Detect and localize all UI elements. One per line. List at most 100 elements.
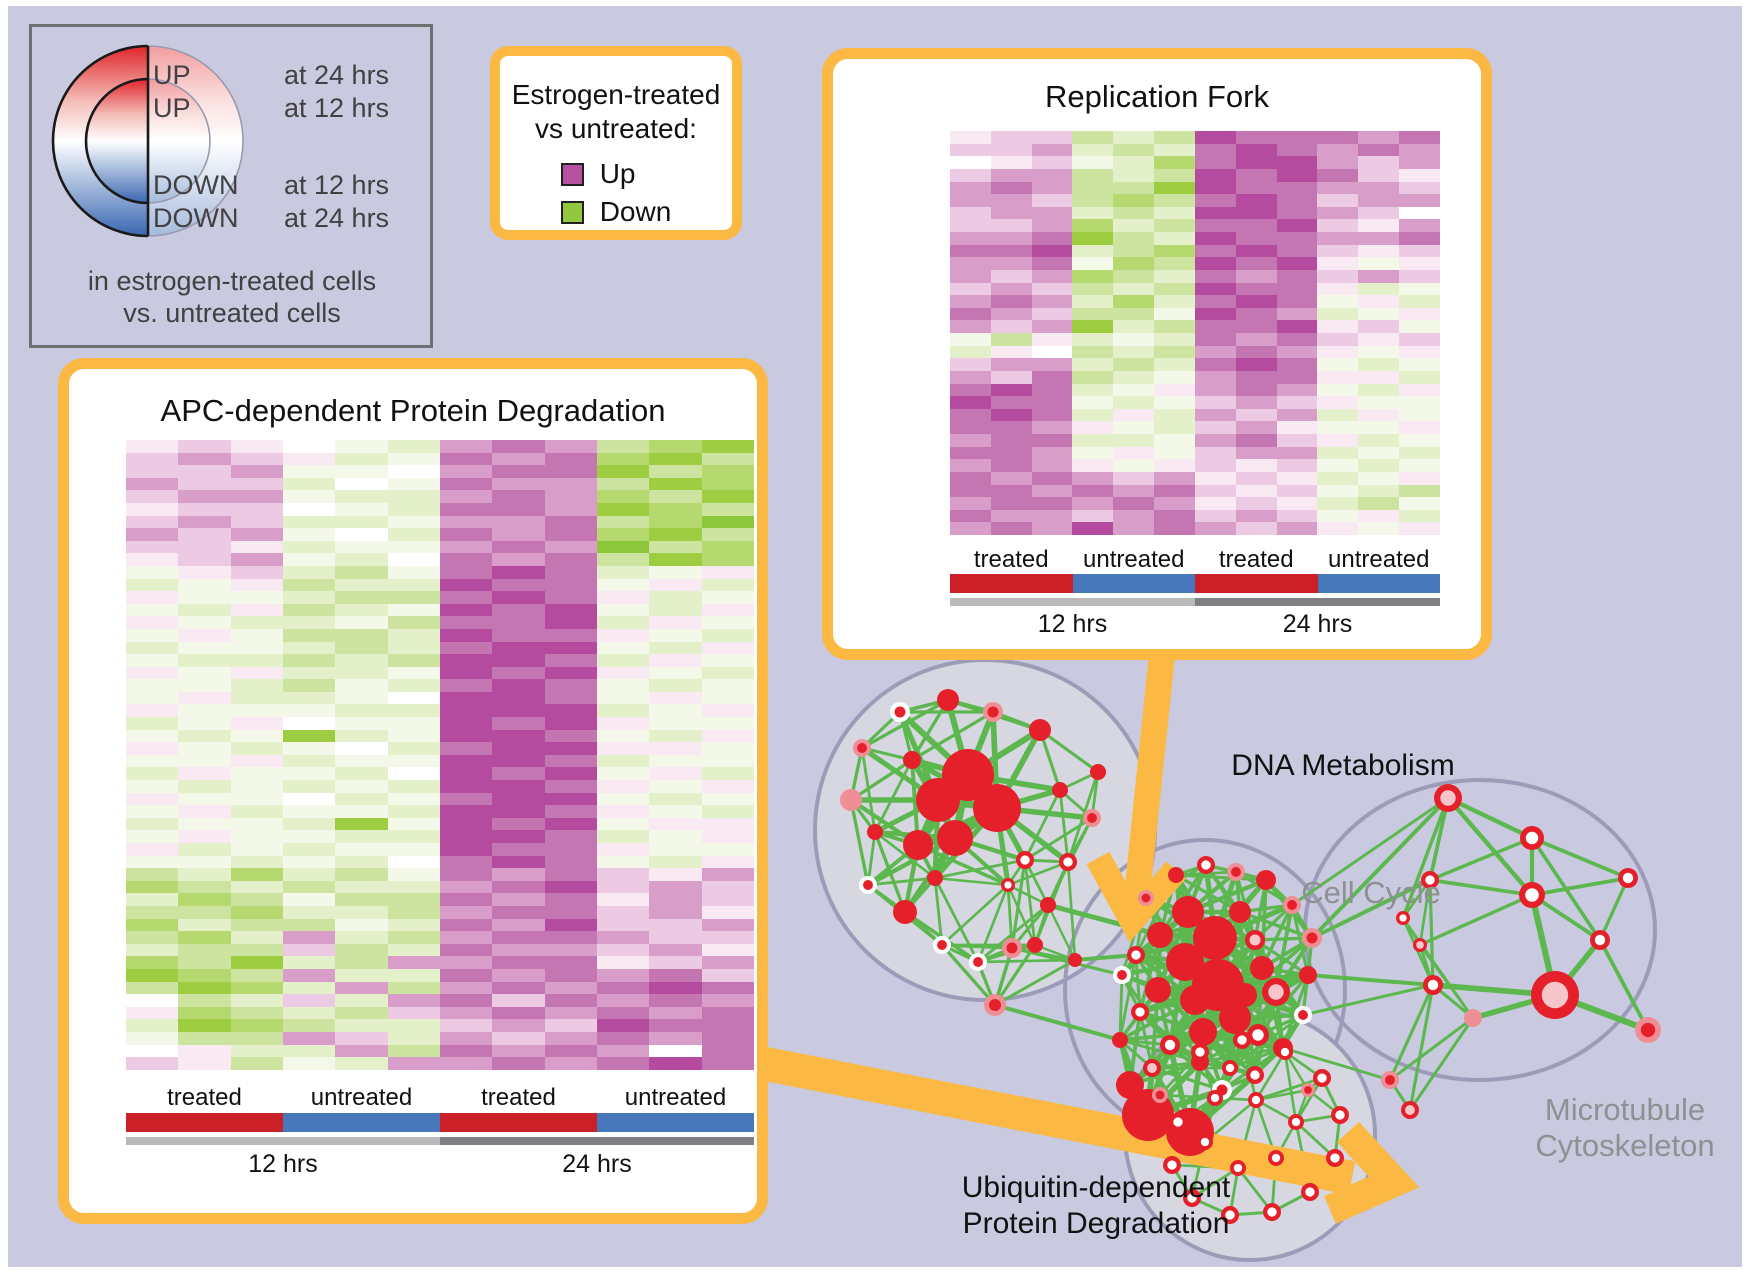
rf-bar-24hrs [1195, 598, 1440, 606]
heatmap-row [950, 320, 1440, 333]
heatmap-row [126, 1031, 754, 1045]
heatmap-row [126, 780, 754, 793]
network-edge [1236, 1167, 1274, 1213]
heatmap-row [950, 370, 1440, 384]
network-edge [1011, 946, 1123, 977]
network-node-dna [916, 778, 960, 822]
heatmap-row [950, 333, 1440, 346]
network-node-cc [1256, 870, 1276, 890]
heatmap-row [126, 515, 754, 529]
network-edge [1046, 904, 1077, 961]
heatmap-row [950, 295, 1440, 308]
heatmap-row [950, 194, 1440, 207]
network-edge [1531, 876, 1629, 897]
network-edge [1388, 984, 1435, 1081]
network-node-cc [1180, 985, 1210, 1015]
network-node-dna [903, 751, 921, 769]
network-node-cc [1145, 977, 1171, 1003]
network-node-dna [1029, 719, 1051, 741]
rf-condition-bars [950, 574, 1440, 593]
heatmap-row [950, 484, 1440, 498]
legend-time-24: at 24 hrs [284, 60, 389, 90]
network-edge [994, 1003, 1121, 1042]
network-edge [1007, 860, 1069, 887]
network-edge [849, 799, 870, 886]
rf-bar-treated-12 [950, 574, 1073, 593]
network-node-cc [1193, 916, 1237, 960]
heatmap-row [126, 817, 754, 831]
heatmap-row [950, 131, 1440, 144]
heatmap-row [126, 666, 754, 680]
heatmap-row [950, 181, 1440, 195]
estrogen-legend: Estrogen-treated vs untreated: Up Down [490, 46, 742, 240]
network-node-cc [1131, 950, 1141, 960]
network-edge [933, 877, 980, 963]
network-edge [941, 884, 1009, 946]
heatmap-row [950, 143, 1440, 157]
estrogen-legend-title-line2: vs untreated: [535, 113, 697, 144]
apc-bar-treated-12 [126, 1113, 283, 1132]
rf-group-labels: treated untreated treated untreated [950, 546, 1440, 574]
network-edge [1159, 1093, 1216, 1100]
heatmap-row [950, 156, 1440, 169]
network-node-dna [973, 957, 983, 967]
heatmap-row [950, 509, 1440, 523]
heatmap-row [126, 918, 754, 932]
up-swatch [560, 162, 584, 186]
mt-label-line1: Microtubule [1545, 1092, 1705, 1127]
network-node-mt [1640, 1022, 1656, 1038]
cluster-mt [1303, 778, 1657, 1082]
apc-panel: APC-dependent Protein Degradation treate… [58, 358, 768, 1224]
network-edge [850, 758, 913, 802]
legend-caption-line2: vs. untreated cells [123, 298, 341, 328]
heatmap-row [126, 956, 754, 969]
network-edge [1429, 836, 1533, 882]
network-edge [1419, 893, 1533, 947]
network-node-dna [1087, 813, 1097, 823]
network-node-cc [1117, 970, 1127, 980]
down-swatch [560, 200, 584, 224]
heatmap-row [126, 540, 754, 554]
network-node-ub [1195, 1047, 1205, 1057]
heatmap-row [950, 269, 1440, 283]
network-edge [994, 958, 1076, 1007]
apc-group-treated-24: treated [481, 1084, 556, 1111]
network-node-cc [1233, 983, 1257, 1007]
network-edge [1010, 859, 1027, 949]
network-node-mt [1525, 888, 1539, 902]
network-edge [1446, 796, 1534, 897]
heatmap-row [126, 805, 754, 818]
network-node-cc [1229, 901, 1251, 923]
network-edge [1243, 936, 1314, 997]
network-edge [1024, 816, 1093, 862]
heatmap-row [950, 408, 1440, 422]
network-edge [1428, 879, 1435, 986]
rf-label-24hrs: 24 hrs [1282, 610, 1353, 638]
heatmap-row [950, 345, 1440, 359]
network-edge [934, 876, 1009, 887]
network-edge [1039, 728, 1099, 774]
rf-bar-12hrs [950, 598, 1195, 606]
donut-icon [51, 44, 244, 238]
heatmap-row [950, 446, 1440, 460]
network-edge [933, 877, 944, 946]
legend-dir-up-12: UP [153, 93, 191, 123]
network-edge [1119, 1038, 1201, 1064]
network-node-dna [903, 830, 933, 860]
heatmap-row [126, 717, 754, 730]
heatmap-row [950, 421, 1440, 434]
network-node-dna [1006, 942, 1018, 954]
arrow-apc-to-ubiquitin [751, 1045, 1356, 1195]
heatmap-row [126, 578, 754, 592]
network-edge [1047, 902, 1161, 938]
legend-time-down-12: at 12 hrs [284, 170, 389, 200]
network-node-dna [840, 789, 862, 811]
network-node-mt [1425, 875, 1435, 885]
network-edge [1191, 1166, 1239, 1200]
network-node-mt [1464, 1009, 1482, 1027]
network-node-ub [1271, 1153, 1281, 1163]
heatmap-row [126, 502, 754, 516]
network-node-cc [1112, 1032, 1128, 1048]
heatmap-row [950, 459, 1440, 472]
